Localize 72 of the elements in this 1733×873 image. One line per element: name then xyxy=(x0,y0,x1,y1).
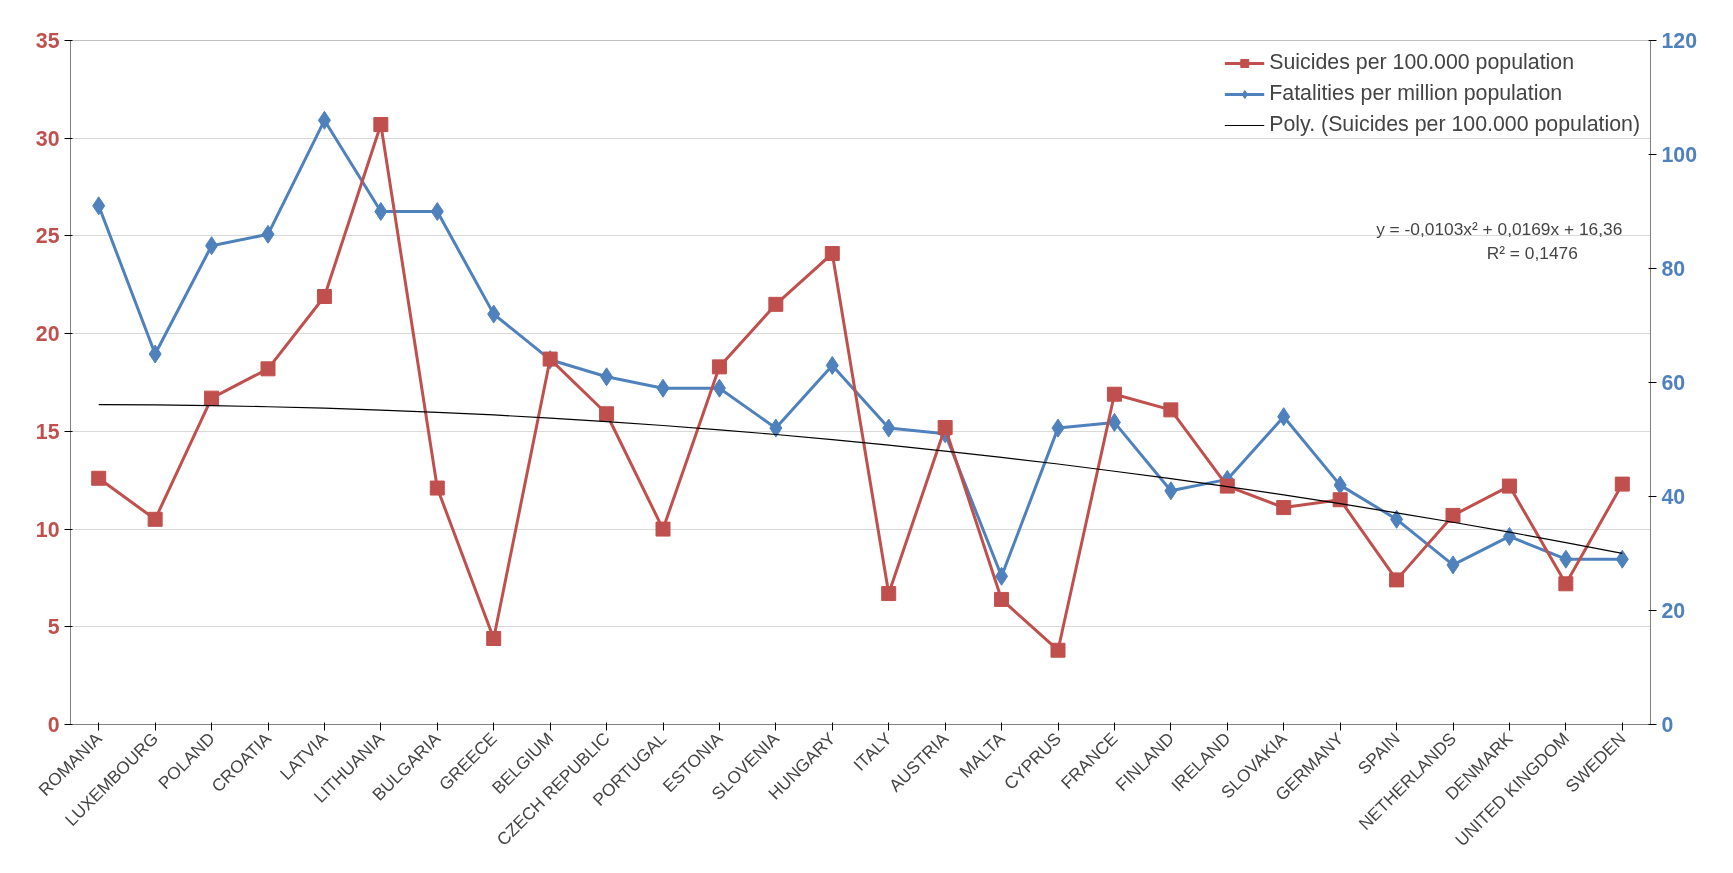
point xyxy=(1558,576,1574,592)
point xyxy=(824,246,840,262)
point xyxy=(1107,412,1121,432)
point xyxy=(374,202,388,221)
y2-tick-label: 60 xyxy=(1661,371,1686,395)
y-tick-label: 20 xyxy=(35,322,60,347)
point xyxy=(92,196,106,216)
point xyxy=(1614,476,1630,492)
point xyxy=(825,355,839,375)
y-tick-label: 35 xyxy=(35,29,60,53)
y-tick-label: 10 xyxy=(35,517,60,542)
point xyxy=(712,378,726,398)
point xyxy=(1333,475,1347,495)
y-tick-label: 25 xyxy=(35,224,60,249)
point xyxy=(148,344,162,364)
point xyxy=(487,304,501,324)
point xyxy=(1276,500,1292,516)
point xyxy=(656,378,670,398)
point xyxy=(1502,526,1516,546)
point xyxy=(1559,549,1573,569)
point xyxy=(1051,418,1065,438)
point xyxy=(1163,402,1179,418)
point xyxy=(486,631,502,647)
y2-tick-label: 20 xyxy=(1661,599,1686,623)
point xyxy=(1332,492,1348,508)
annotation: R² = 0,1476 xyxy=(1486,242,1578,263)
point xyxy=(373,117,389,133)
point xyxy=(204,390,220,406)
y-tick-label: 5 xyxy=(47,615,60,640)
y2-tick-label: 80 xyxy=(1661,257,1686,281)
y2-tick-label: 120 xyxy=(1661,29,1698,53)
point xyxy=(1219,478,1235,494)
legend-label: Suicides per 100.000 population xyxy=(1269,50,1575,75)
point xyxy=(316,289,332,305)
point xyxy=(995,566,1009,586)
y2-tick-label: 40 xyxy=(1661,485,1686,509)
point xyxy=(994,591,1010,607)
point xyxy=(429,480,445,496)
point xyxy=(147,511,163,527)
point xyxy=(1164,481,1178,501)
point xyxy=(1445,507,1461,523)
point xyxy=(1501,478,1517,494)
y2-tick-label: 0 xyxy=(1661,713,1674,737)
point xyxy=(205,236,219,256)
point xyxy=(768,296,784,312)
point xyxy=(1389,572,1405,588)
point xyxy=(655,521,671,537)
point xyxy=(882,418,896,438)
annotation: y = -0,0103x² + 0,0169x + 16,36 xyxy=(1376,218,1623,239)
point xyxy=(91,470,107,486)
point xyxy=(1106,386,1122,402)
point xyxy=(430,202,444,221)
y2-tick-label: 100 xyxy=(1661,143,1698,167)
point xyxy=(1277,407,1291,427)
y-tick-label: 30 xyxy=(35,126,60,151)
point xyxy=(1615,549,1629,569)
point xyxy=(600,367,614,387)
point xyxy=(599,406,615,422)
point xyxy=(260,361,276,377)
legend-label: Fatalities per million population xyxy=(1269,81,1563,106)
y-tick-label: 15 xyxy=(35,419,60,444)
point xyxy=(317,110,331,130)
point xyxy=(1050,642,1066,658)
point xyxy=(937,419,953,435)
legend-label: Poly. (Suicides per 100.000 population) xyxy=(1269,112,1640,137)
point xyxy=(711,359,727,375)
point xyxy=(1390,509,1404,529)
point xyxy=(769,418,783,438)
point xyxy=(1446,555,1460,575)
point xyxy=(261,224,275,244)
point xyxy=(881,586,897,602)
y-tick-label: 0 xyxy=(47,713,60,737)
